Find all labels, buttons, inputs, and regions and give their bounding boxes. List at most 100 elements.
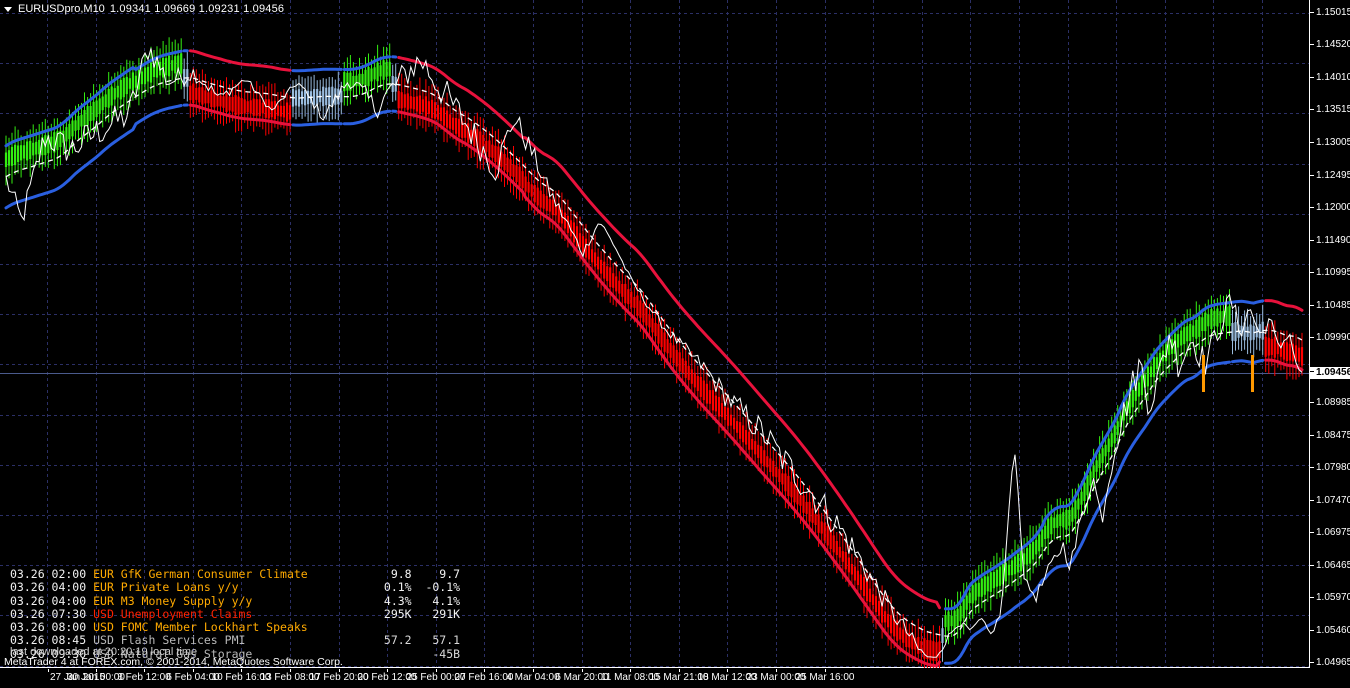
time-tick-label: 18 Mar 12:00: [697, 672, 757, 683]
candle-body: [992, 572, 995, 589]
candle-body: [56, 131, 59, 151]
news-row[interactable]: 03.26 09:30 USD Natural Gas Storage -45B: [10, 646, 461, 661]
candle-body: [198, 87, 201, 103]
candle-body: [793, 484, 796, 503]
candle-body: [1204, 312, 1207, 332]
candle-body: [878, 601, 881, 616]
news-row[interactable]: 03.26 02:00 EUR GfK German Consumer Clim…: [10, 567, 460, 581]
news-row[interactable]: 03.26 04:00 EUR Private Loans y/y 0.1% -…: [10, 580, 460, 594]
candle-body: [914, 638, 917, 650]
candle-body: [856, 570, 859, 585]
candle-body: [636, 295, 639, 316]
candle-body: [424, 96, 427, 117]
time-tick-label: 6 Feb 04:00: [166, 672, 220, 683]
candle-body: [512, 164, 515, 177]
candle-body: [612, 273, 615, 288]
candle-body: [690, 369, 693, 384]
time-tick-mark: [387, 669, 388, 672]
candle-body: [1267, 337, 1270, 356]
candle-body: [760, 446, 763, 464]
candle-body: [1231, 323, 1234, 341]
candle-body: [923, 638, 926, 659]
price-tick-label: 1.14010: [1316, 72, 1350, 83]
candle-body: [754, 441, 757, 455]
price-tick-mark: [1310, 564, 1314, 566]
midline-dashed: [5, 77, 1303, 637]
candle-body: [1050, 516, 1053, 535]
news-datetime: 03.26 04:00: [10, 593, 94, 608]
candle-body: [470, 129, 473, 141]
candle-body: [950, 615, 953, 627]
candle-body: [1294, 345, 1298, 362]
news-row[interactable]: 03.26 08:00 USD FOMC Member Lockhart Spe…: [10, 621, 460, 634]
chart-title-bar[interactable]: EURUSDpro,M10 1.09341 1.09669 1.09231 1.…: [4, 2, 284, 16]
candle-body: [430, 99, 434, 118]
price-tick-current: 1.09456: [1310, 366, 1350, 379]
time-tick-label: 10 Feb 16:00: [211, 672, 271, 683]
time-tick-mark: [533, 669, 534, 672]
candle-body: [645, 308, 648, 326]
candle-body: [953, 610, 956, 629]
candle-body: [989, 572, 992, 592]
gridline-vertical: [679, 0, 680, 667]
news-forecast-value: -45B: [411, 646, 461, 661]
gridline-vertical: [1019, 0, 1020, 667]
candle-body: [7, 150, 11, 166]
candle-body: [110, 86, 113, 106]
gridline-vertical: [873, 0, 874, 667]
candle-body: [826, 525, 829, 546]
time-scale[interactable]: 27 Jan 2015 30 Jan 00:00 3 Feb 12:00 6 Feb …: [0, 669, 1310, 688]
candle-body: [458, 118, 461, 137]
price-tick-label: 1.06975: [1316, 527, 1350, 538]
gridline-vertical: [533, 0, 534, 667]
candle-body: [563, 212, 566, 229]
upper-band-segment: [4, 49, 183, 148]
candle-body: [1225, 306, 1228, 326]
price-tick-label: 1.09990: [1316, 332, 1350, 343]
candle-body: [781, 473, 784, 485]
candle-body: [180, 53, 183, 74]
news-datetime: 03.26 09:30: [10, 646, 94, 661]
candle-body: [149, 62, 153, 83]
upper-band-segment: [1264, 299, 1304, 312]
candle-body: [29, 140, 32, 159]
candle-body: [548, 199, 551, 212]
candle-body: [294, 90, 298, 106]
candle-body: [1273, 337, 1276, 358]
price-tick: 1.07470: [1310, 495, 1350, 507]
gridline-horizontal: [0, 364, 1309, 365]
gridline-horizontal: [0, 214, 1309, 215]
candle-body: [131, 72, 134, 91]
price-tick-mark: [1310, 174, 1314, 176]
price-tick: 1.13005: [1310, 137, 1350, 149]
news-datetime: 03.26 08:45: [10, 633, 94, 648]
gridline-horizontal: [0, 515, 1309, 516]
candle-body: [1195, 319, 1198, 339]
candle-body: [370, 68, 373, 82]
candle-body: [1252, 325, 1255, 340]
candle-body: [890, 615, 893, 634]
news-row[interactable]: 03.26 08:45 USD Flash Services PMI 57.2 …: [10, 633, 460, 648]
candle-body: [977, 582, 980, 597]
candle-body: [1270, 339, 1273, 355]
lower-band-segment: [397, 110, 941, 668]
candle-body: [373, 67, 376, 80]
price-tick-label: 1.14520: [1316, 39, 1350, 50]
candle-body: [763, 450, 766, 467]
chart-plot-area[interactable]: [0, 0, 1310, 668]
candle-body: [938, 641, 941, 659]
news-row[interactable]: 03.26 04:00 EUR M3 Money Supply y/y 4.3%…: [10, 593, 460, 608]
lower-band-segment: [1231, 358, 1265, 365]
candle-body: [1210, 309, 1213, 329]
candle-body: [778, 468, 781, 482]
price-tick: 1.08985: [1310, 397, 1350, 409]
news-row[interactable]: 03.26 07:30 USD Unemployment Claims 295K…: [10, 607, 460, 621]
candle-body: [642, 303, 645, 323]
candle-body: [397, 91, 400, 109]
triangle-down-icon[interactable]: [4, 6, 12, 12]
time-tick-mark: [144, 669, 145, 672]
price-scale[interactable]: 1.15015 1.14520 1.14010 1.13515 1.13005 1.124…: [1310, 0, 1350, 668]
candle-body: [59, 130, 62, 148]
candle-body: [388, 61, 391, 77]
time-tick-mark: [290, 669, 291, 672]
